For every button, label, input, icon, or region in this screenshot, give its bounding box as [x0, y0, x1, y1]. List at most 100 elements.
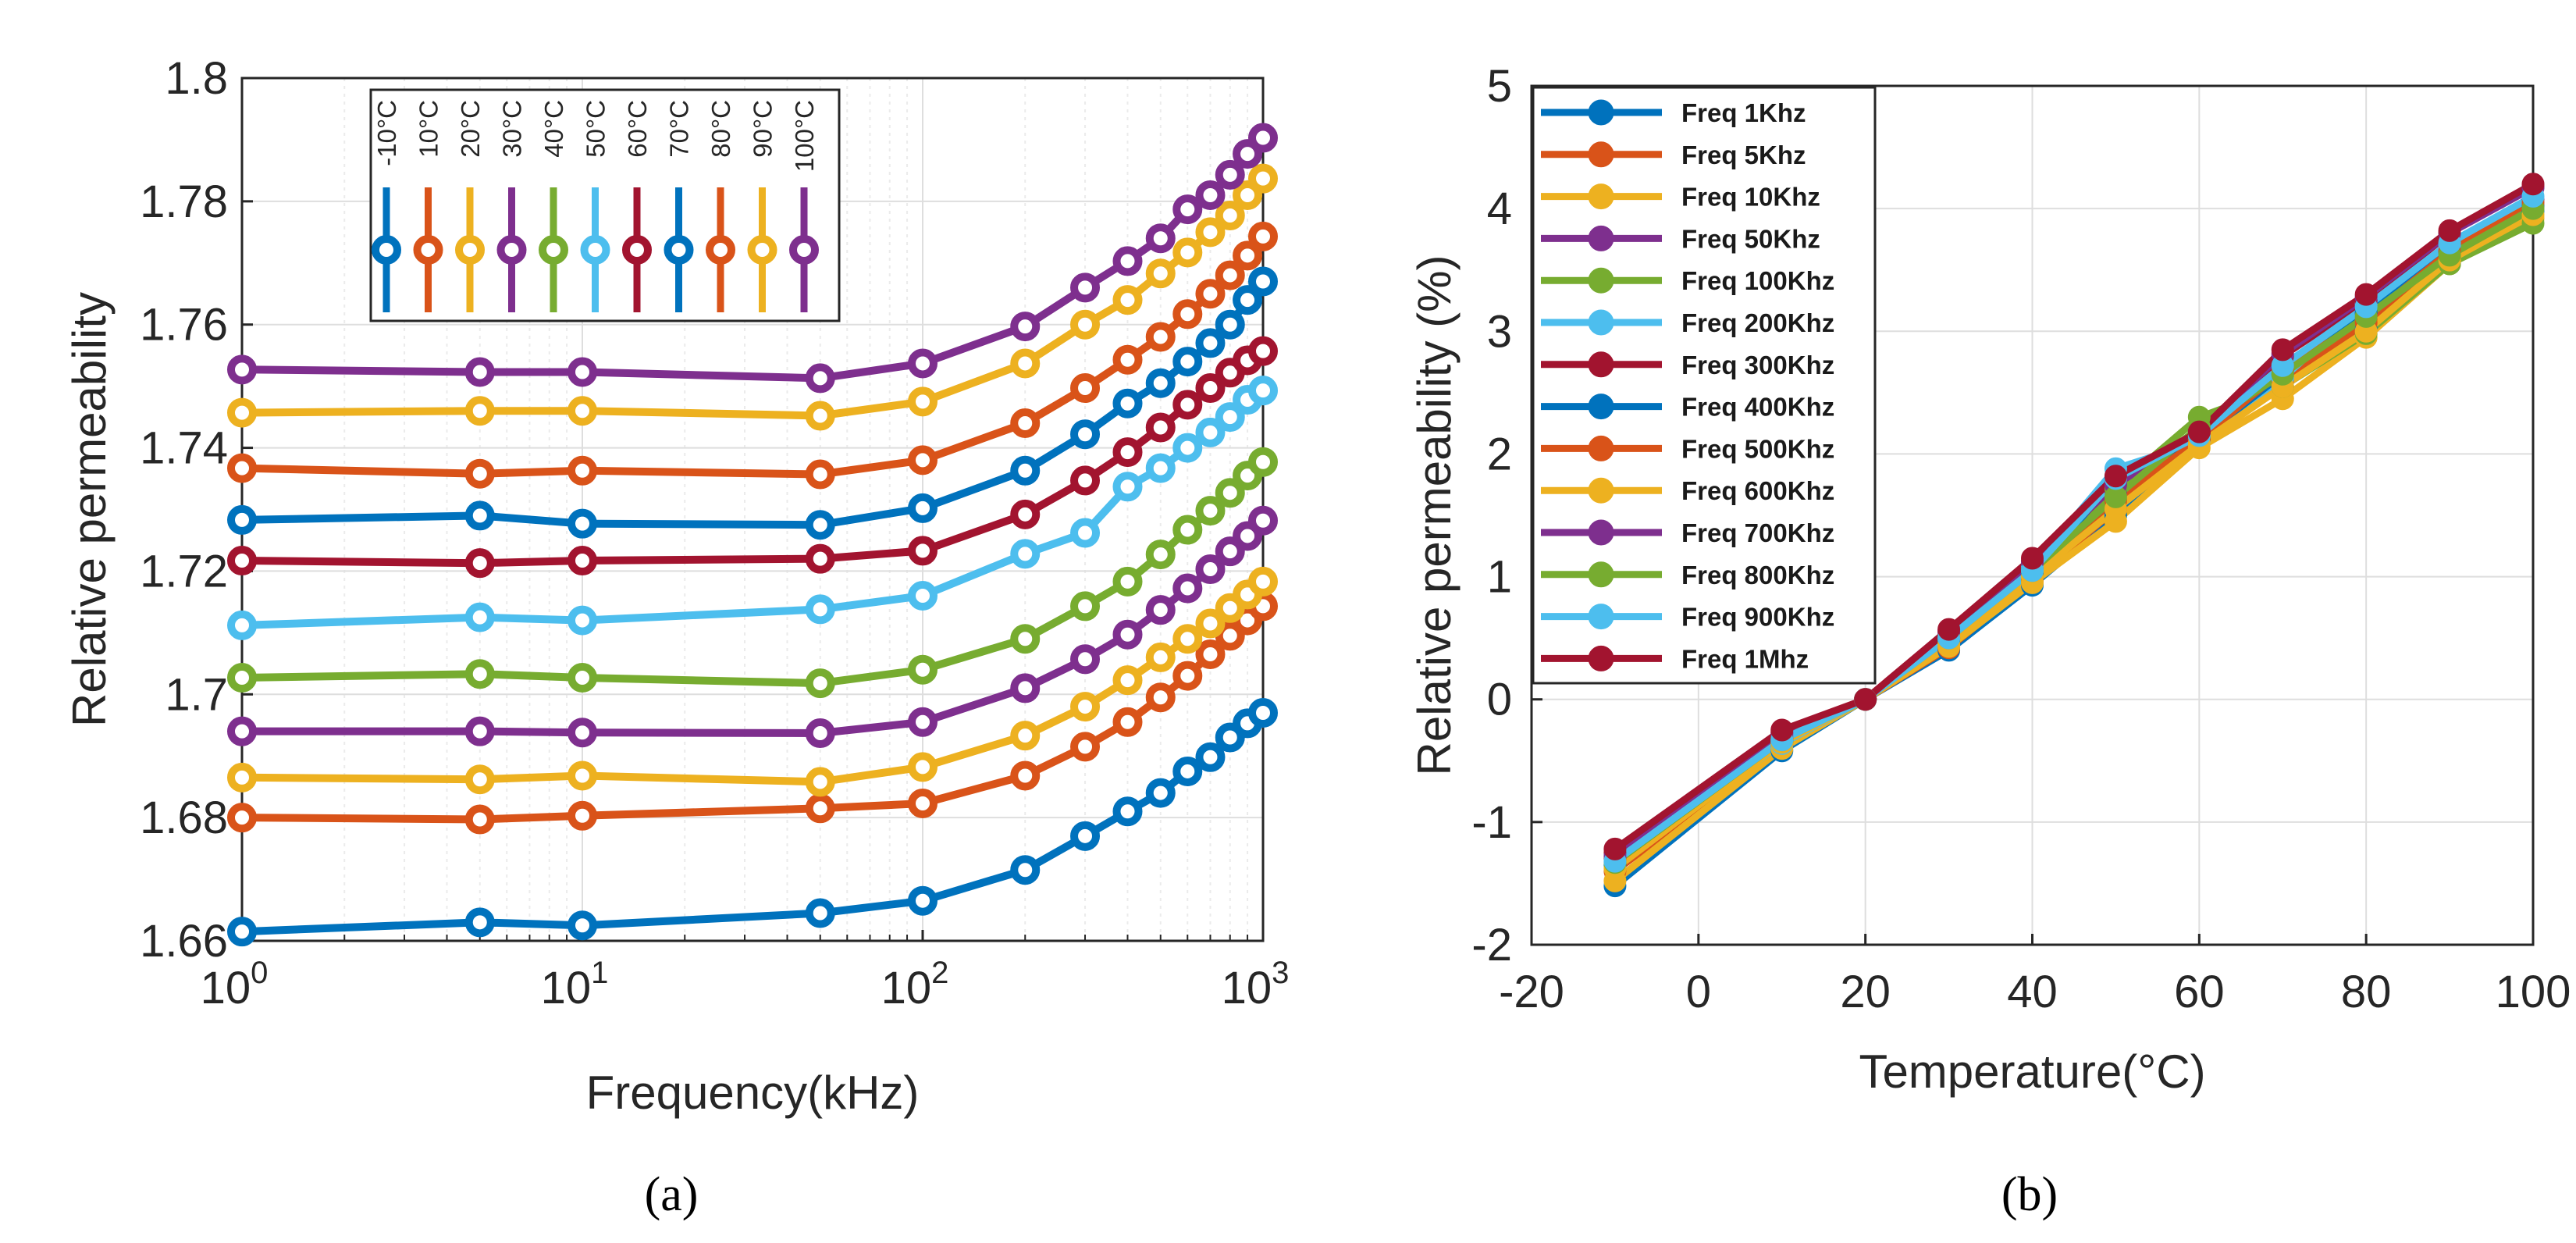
- data-point: [1070, 419, 1101, 450]
- legend-label: Freq 5Khz: [1681, 141, 1806, 169]
- data-point: [2104, 465, 2127, 488]
- data-point: [805, 793, 835, 824]
- data-point: [464, 548, 495, 579]
- legend-label: 70°C: [665, 100, 694, 158]
- data-point: [908, 752, 938, 782]
- legend-b: Freq 1Khz Freq 5Khz Freq 10Khz Freq 50Khz Fr…: [1532, 86, 1877, 685]
- legend-label: 80°C: [706, 100, 735, 158]
- legend-marker: [413, 235, 443, 265]
- y-tick-label: -1: [1471, 797, 1512, 848]
- legend-label: 100°C: [790, 100, 819, 172]
- legend-marker: [455, 235, 485, 265]
- data-point: [227, 397, 257, 428]
- data-point: [2521, 173, 2545, 196]
- legend-label: -10°C: [372, 100, 401, 166]
- data-point: [908, 445, 938, 475]
- legend-marker: [1588, 604, 1614, 630]
- data-point: [1195, 554, 1226, 585]
- legend-label: Freq 500Khz: [1681, 434, 1834, 463]
- legend-label: Freq 600Khz: [1681, 476, 1834, 505]
- data-point: [2021, 547, 2044, 570]
- data-point: [805, 543, 835, 574]
- panel-label-b: (b): [2001, 1168, 2058, 1221]
- data-point: [464, 659, 495, 689]
- data-point: [1112, 388, 1143, 418]
- data-point: [1145, 258, 1176, 289]
- data-point: [1112, 796, 1143, 827]
- data-point: [1233, 285, 1263, 315]
- legend-marker: [706, 235, 735, 265]
- data-point: [1010, 408, 1041, 438]
- chart-a-series: [227, 123, 1278, 947]
- legend-marker: [496, 235, 527, 265]
- data-point: [908, 386, 938, 417]
- data-point: [1070, 644, 1101, 675]
- legend-marker: [664, 235, 694, 265]
- legend-label: Freq 700Khz: [1681, 518, 1834, 547]
- data-point: [568, 662, 597, 693]
- data-point: [227, 546, 257, 576]
- legend-label: Freq 900Khz: [1681, 603, 1834, 632]
- data-point: [1195, 180, 1226, 210]
- legend-label: Freq 1Mhz: [1681, 644, 1809, 673]
- data-point: [1112, 619, 1143, 650]
- data-point: [1112, 437, 1143, 468]
- legend-marker: [1588, 141, 1614, 168]
- data-point: [805, 668, 835, 699]
- data-point: [1248, 336, 1278, 366]
- data-point: [1070, 309, 1101, 340]
- data-point: [227, 504, 257, 535]
- data-point: [1145, 368, 1176, 398]
- data-point: [908, 707, 938, 737]
- data-point: [1112, 344, 1143, 375]
- data-point: [1195, 496, 1226, 526]
- legend-marker: [1588, 309, 1614, 336]
- data-point: [1112, 566, 1143, 597]
- data-point: [1145, 642, 1176, 672]
- data-point: [1195, 328, 1226, 358]
- data-point: [1145, 540, 1176, 570]
- data-point: [1070, 692, 1101, 722]
- data-point: [1248, 163, 1278, 194]
- legend-marker: [1588, 267, 1614, 294]
- data-point: [1145, 412, 1176, 443]
- legend-marker: [1588, 225, 1614, 251]
- y-tick-label: 1.7: [165, 669, 228, 720]
- data-point: [568, 508, 597, 539]
- data-point: [464, 396, 495, 426]
- data-point: [1215, 260, 1245, 290]
- data-point: [464, 907, 495, 938]
- data-point: [1070, 373, 1101, 404]
- data-point: [1112, 246, 1143, 276]
- legend-marker: [1588, 645, 1614, 671]
- data-point: [568, 357, 597, 387]
- legend-label: Freq 10Khz: [1681, 183, 1820, 212]
- data-point: [1248, 221, 1278, 251]
- data-point: [568, 910, 597, 941]
- data-point: [1172, 390, 1203, 420]
- data-point: [1248, 697, 1278, 728]
- legend-a: -10°C 10°C 20°C 30°C 40°C 50°C 60°C 70°C 80°C 90°…: [369, 88, 841, 322]
- data-point: [1010, 455, 1041, 486]
- data-point: [805, 459, 835, 490]
- data-point: [464, 804, 495, 835]
- data-point: [1195, 417, 1226, 447]
- legend-label: 90°C: [749, 100, 777, 158]
- data-point: [464, 357, 495, 387]
- data-point: [227, 917, 257, 947]
- data-point: [1172, 515, 1203, 545]
- data-point: [1172, 756, 1203, 786]
- data-point: [1010, 624, 1041, 654]
- legend-marker: [372, 235, 401, 265]
- series-line: [241, 603, 1266, 824]
- legend-label: Freq 50Khz: [1681, 224, 1820, 253]
- data-point: [1010, 539, 1041, 569]
- data-point: [1215, 536, 1245, 567]
- chart-b: -2 -1 0 1 2 3 4 5 -20 0 20 40 60 80 100 Temperature(°C)…: [1408, 61, 2571, 1221]
- y-axis-label: Relative permeability (%): [1408, 255, 1461, 776]
- data-point: [568, 396, 597, 426]
- data-point: [1770, 718, 1794, 742]
- y-tick-label: 3: [1487, 306, 1512, 357]
- legend-label: Freq 100Khz: [1681, 266, 1834, 295]
